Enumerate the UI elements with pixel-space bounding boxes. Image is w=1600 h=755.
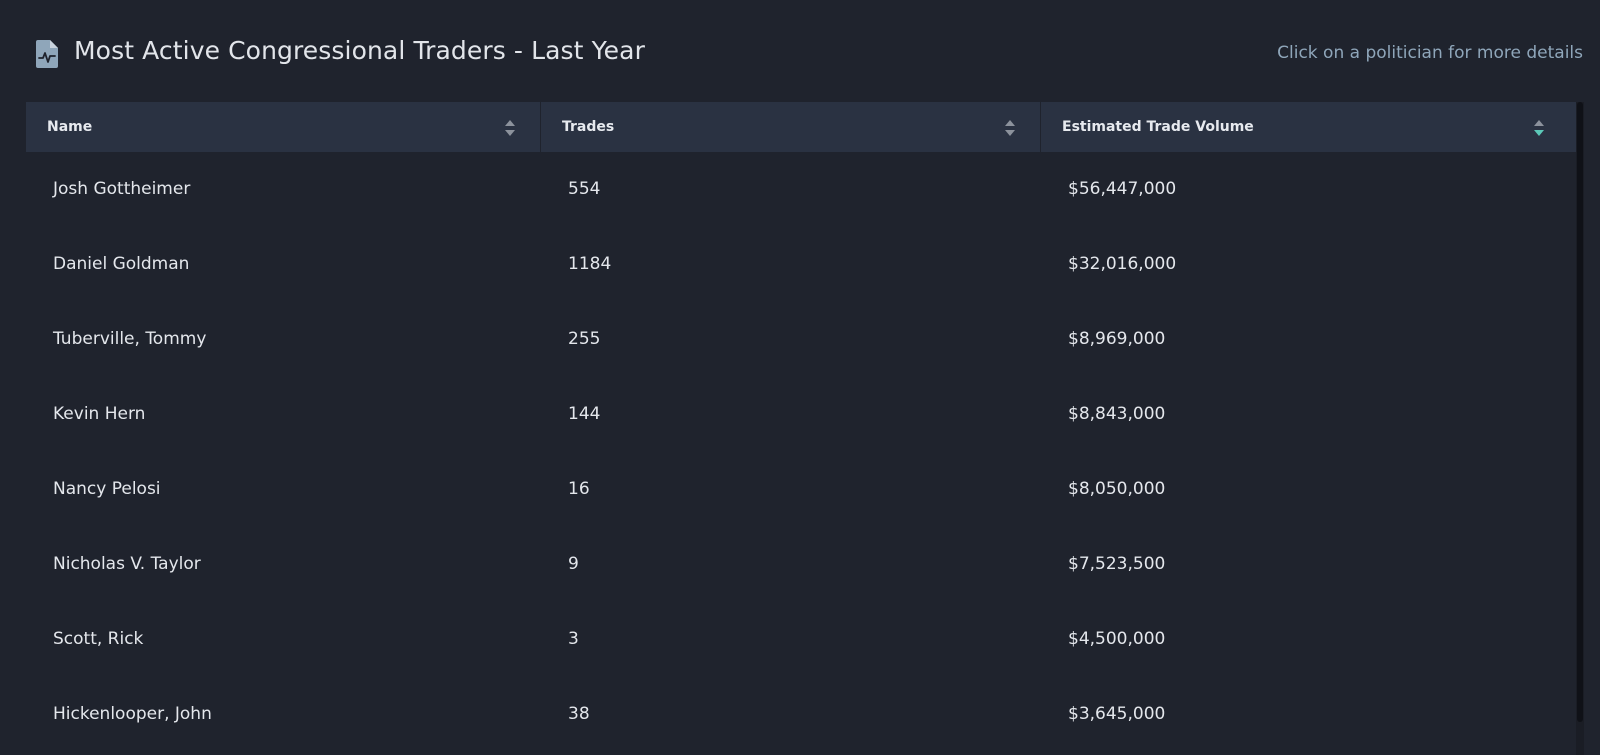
column-header-name[interactable]: Name [26, 102, 541, 152]
cell-volume: $8,050,000 [1041, 452, 1576, 527]
cell-name: Scott, Rick [26, 602, 541, 677]
cell-volume: $32,016,000 [1041, 227, 1576, 302]
table-row[interactable]: Scott, Rick 3 $4,500,000 [26, 602, 1576, 677]
cell-name: Hickenlooper, John [26, 677, 541, 752]
table-body: Josh Gottheimer 554 $56,447,000 Daniel G… [26, 152, 1576, 752]
column-header-label: Trades [562, 119, 615, 135]
table-row[interactable]: Josh Gottheimer 554 $56,447,000 [26, 152, 1576, 227]
trade-volume: $8,969,000 [1068, 329, 1166, 349]
cell-name: Josh Gottheimer [26, 152, 541, 227]
vertical-scrollbar[interactable] [1576, 102, 1584, 755]
politician-name[interactable]: Daniel Goldman [53, 254, 190, 274]
cell-trades: 16 [541, 452, 1041, 527]
trade-count: 38 [568, 704, 590, 724]
column-header-label: Name [47, 119, 93, 135]
politician-name[interactable]: Nancy Pelosi [53, 479, 161, 499]
cell-volume: $7,523,500 [1041, 527, 1576, 602]
trade-volume: $8,843,000 [1068, 404, 1166, 424]
table-row[interactable]: Daniel Goldman 1184 $32,016,000 [26, 227, 1576, 302]
cell-volume: $8,843,000 [1041, 377, 1576, 452]
trade-count: 3 [568, 629, 579, 649]
cell-name: Tuberville, Tommy [26, 302, 541, 377]
trade-count: 9 [568, 554, 579, 574]
trade-volume: $32,016,000 [1068, 254, 1177, 274]
sort-icon [1005, 120, 1015, 136]
trade-volume: $8,050,000 [1068, 479, 1166, 499]
cell-trades: 38 [541, 677, 1041, 752]
cell-volume: $4,500,000 [1041, 602, 1576, 677]
scrollbar-thumb[interactable] [1577, 102, 1583, 722]
column-header-trades[interactable]: Trades [541, 102, 1041, 152]
trade-volume: $56,447,000 [1068, 179, 1177, 199]
table-row[interactable]: Nicholas V. Taylor 9 $7,523,500 [26, 527, 1576, 602]
politician-name[interactable]: Tuberville, Tommy [53, 329, 207, 349]
table-row[interactable]: Nancy Pelosi 16 $8,050,000 [26, 452, 1576, 527]
cell-volume: $56,447,000 [1041, 152, 1576, 227]
politician-name[interactable]: Hickenlooper, John [53, 704, 212, 724]
politician-name[interactable]: Josh Gottheimer [53, 179, 191, 199]
cell-trades: 1184 [541, 227, 1041, 302]
sort-descending-icon [1534, 120, 1544, 136]
sort-icon [505, 120, 515, 136]
table-row[interactable]: Hickenlooper, John 38 $3,645,000 [26, 677, 1576, 752]
cell-volume: $3,645,000 [1041, 677, 1576, 752]
trade-volume: $3,645,000 [1068, 704, 1166, 724]
table-row[interactable]: Kevin Hern 144 $8,843,000 [26, 377, 1576, 452]
cell-name: Nicholas V. Taylor [26, 527, 541, 602]
trade-count: 1184 [568, 254, 612, 274]
trade-volume: $4,500,000 [1068, 629, 1166, 649]
cell-volume: $8,969,000 [1041, 302, 1576, 377]
table-header-row: Name Trades Estimated Trade Volume [26, 102, 1576, 152]
column-header-volume[interactable]: Estimated Trade Volume [1041, 102, 1576, 152]
politician-name[interactable]: Scott, Rick [53, 629, 144, 649]
cell-name: Nancy Pelosi [26, 452, 541, 527]
cell-trades: 554 [541, 152, 1041, 227]
details-hint: Click on a politician for more details [1277, 43, 1583, 63]
trade-count: 144 [568, 404, 601, 424]
table-row[interactable]: Tuberville, Tommy 255 $8,969,000 [26, 302, 1576, 377]
trade-count: 255 [568, 329, 601, 349]
cell-name: Kevin Hern [26, 377, 541, 452]
politician-name[interactable]: Kevin Hern [53, 404, 146, 424]
cell-name: Daniel Goldman [26, 227, 541, 302]
document-chart-icon [36, 40, 58, 68]
page-title: Most Active Congressional Traders - Last… [74, 36, 645, 65]
trade-count: 554 [568, 179, 601, 199]
trade-count: 16 [568, 479, 590, 499]
column-header-label: Estimated Trade Volume [1062, 119, 1254, 135]
cell-trades: 255 [541, 302, 1041, 377]
trade-volume: $7,523,500 [1068, 554, 1166, 574]
page-header: Most Active Congressional Traders - Last… [0, 0, 1600, 102]
cell-trades: 9 [541, 527, 1041, 602]
politician-name[interactable]: Nicholas V. Taylor [53, 554, 201, 574]
cell-trades: 144 [541, 377, 1041, 452]
cell-trades: 3 [541, 602, 1041, 677]
traders-table: Name Trades Estimated Trade Volume [26, 102, 1584, 755]
